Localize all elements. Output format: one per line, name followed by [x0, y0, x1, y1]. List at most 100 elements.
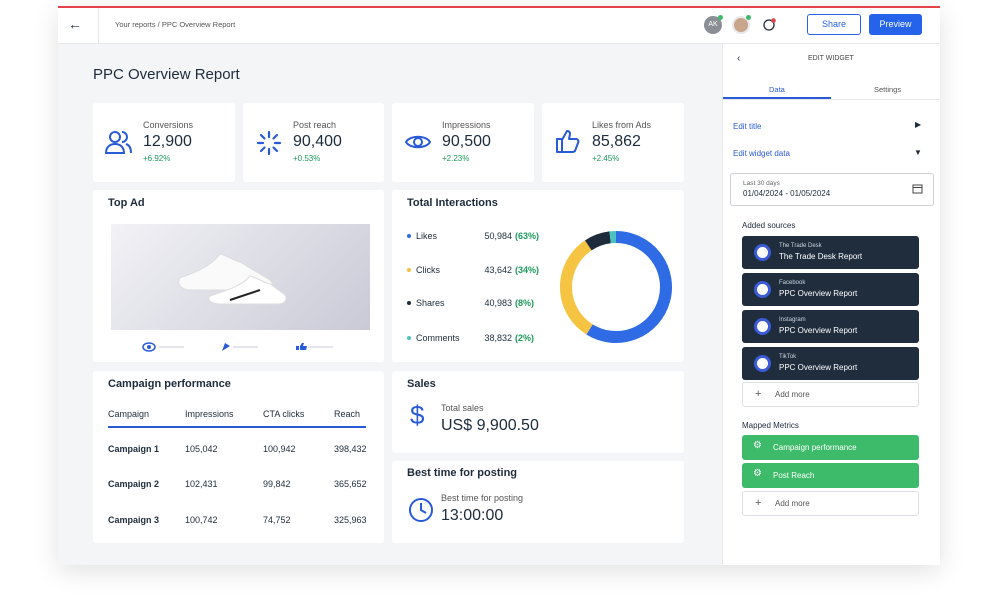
- share-button[interactable]: Share: [807, 14, 861, 35]
- table-cell: Campaign 3: [108, 515, 160, 525]
- source-platform: Instagram: [779, 317, 806, 323]
- kpi-label: Conversions: [143, 120, 194, 130]
- source-icon: [754, 318, 771, 335]
- kpi-value: 90,400: [293, 133, 342, 150]
- chat-icon[interactable]: [762, 18, 776, 32]
- link-icon: ⚙: [753, 468, 762, 479]
- share-label: Share: [821, 19, 847, 29]
- kpi-change: +2.45%: [592, 154, 620, 163]
- metrics-title: Mapped Metrics: [742, 421, 799, 430]
- best-time-label: Best time for posting: [441, 493, 524, 503]
- avatar[interactable]: AK: [704, 16, 722, 34]
- table-cell: 74,752: [263, 515, 291, 525]
- ad-stats: [142, 342, 333, 352]
- table-header: CTA clicks: [263, 409, 305, 419]
- source-report: PPC Overview Report: [779, 326, 858, 335]
- metric-item[interactable]: ⚙ Post Reach: [742, 463, 919, 488]
- sales-value: US$ 9,900.50: [441, 417, 539, 434]
- edit-title[interactable]: Edit title: [733, 122, 762, 131]
- source-item[interactable]: Facebook PPC Overview Report: [742, 273, 919, 306]
- source-icon: [754, 244, 771, 261]
- interaction-name: Shares: [416, 298, 445, 308]
- tab[interactable]: Data: [769, 85, 785, 94]
- interaction-value: 40,983: [484, 298, 512, 308]
- panel-back[interactable]: ‹: [737, 53, 741, 64]
- sneaker-image: [178, 253, 287, 305]
- kpi-value: 85,862: [592, 133, 641, 150]
- preview-label: Preview: [879, 19, 912, 29]
- header-bar: [58, 8, 940, 44]
- source-platform: TikTok: [779, 354, 797, 360]
- kpi-change: +0.53%: [293, 154, 321, 163]
- link-icon: ⚙: [753, 440, 762, 451]
- source-item[interactable]: Instagram PPC Overview Report: [742, 310, 919, 343]
- preview-button[interactable]: Preview: [869, 14, 922, 35]
- table-cell: 100,942: [263, 444, 296, 454]
- plus: +: [755, 388, 762, 400]
- table-cell: 365,652: [334, 479, 367, 489]
- interaction-share: (63%): [515, 231, 540, 241]
- kpi-change: +6.92%: [143, 154, 171, 163]
- interaction-share: (8%): [515, 298, 535, 308]
- interaction-value: 38,832: [484, 333, 512, 343]
- legend-dot: [407, 336, 411, 340]
- kpi-card: [542, 103, 684, 182]
- users-icon: [104, 131, 132, 154]
- date-range: 01/04/2024 - 01/05/2024: [743, 189, 831, 198]
- plus: +: [755, 497, 762, 509]
- donut-segment: [586, 231, 672, 343]
- edit-widget-data[interactable]: Edit widget data: [733, 149, 790, 158]
- source-report: The Trade Desk Report: [779, 252, 863, 261]
- metric-label: Campaign performance: [773, 443, 857, 452]
- best-time-card: [392, 461, 684, 543]
- avatar-photo[interactable]: [732, 16, 750, 34]
- kpi-label: Impressions: [442, 120, 491, 130]
- active-tab-underline: [723, 97, 831, 99]
- card-title: Campaign performance: [108, 378, 231, 390]
- interaction-share: (34%): [515, 265, 540, 275]
- kpi-value: 90,500: [442, 133, 491, 150]
- table-header: Reach: [334, 409, 361, 419]
- back-arrow[interactable]: ←: [68, 16, 82, 32]
- table-header: Campaign: [108, 409, 150, 419]
- table-cell: 99,842: [263, 479, 291, 489]
- interaction-share: (2%): [515, 333, 535, 343]
- interaction-name: Likes: [416, 231, 438, 241]
- report-title: PPC Overview Report: [93, 66, 240, 83]
- tab[interactable]: Settings: [874, 85, 902, 94]
- metric-item[interactable]: ⚙ Campaign performance: [742, 435, 919, 460]
- table-cell: 398,432: [334, 444, 367, 454]
- card-title: Top Ad: [108, 197, 145, 209]
- source-report: PPC Overview Report: [779, 289, 858, 298]
- date-caption: Last 30 days: [743, 180, 780, 187]
- panel-title: EDIT WIDGET: [808, 55, 854, 62]
- table-cell: 100,742: [185, 515, 218, 525]
- legend-dot: [407, 301, 411, 305]
- breadcrumb[interactable]: Your reports / PPC Overview Report: [115, 20, 236, 29]
- add-source[interactable]: + Add more: [742, 382, 919, 407]
- donut-segment: [584, 231, 612, 251]
- source-platform: Facebook: [779, 280, 806, 286]
- kpi-label: Likes from Ads: [592, 120, 652, 130]
- table-cell: Campaign 2: [108, 479, 160, 489]
- status-dot: [718, 15, 723, 20]
- kpi-card: [392, 103, 534, 182]
- metric-label: Post Reach: [773, 471, 815, 480]
- sales-label: Total sales: [441, 403, 484, 413]
- card-title: Sales: [407, 378, 436, 390]
- date-box[interactable]: [730, 173, 934, 206]
- best-time-value: 13:00:00: [441, 507, 504, 524]
- legend-dot: [407, 268, 411, 272]
- status-dot: [746, 15, 751, 20]
- table-cell: 105,042: [185, 444, 218, 454]
- source-item[interactable]: TikTok PPC Overview Report: [742, 347, 919, 380]
- kpi-card: [243, 103, 384, 182]
- sources-title: Added sources: [742, 221, 796, 230]
- legend-dot: [407, 234, 411, 238]
- add-more-label: Add more: [775, 390, 810, 399]
- source-item[interactable]: The Trade Desk The Trade Desk Report: [742, 236, 919, 269]
- caret: ▼: [914, 148, 922, 157]
- card-title: Total Interactions: [407, 197, 498, 209]
- interaction-name: Comments: [416, 333, 460, 343]
- add-metric[interactable]: + Add more: [742, 491, 919, 516]
